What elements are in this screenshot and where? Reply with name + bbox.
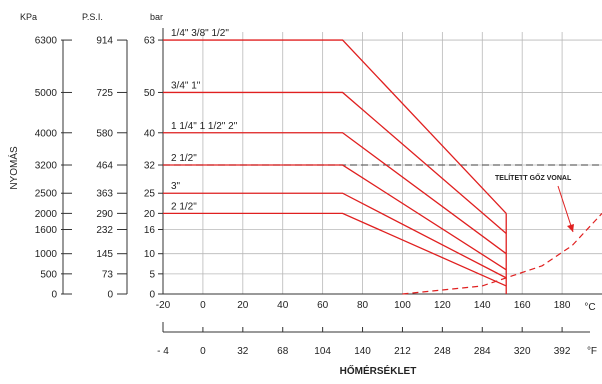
saturation-line-label: TELÍTETT GŐZ VONAL — [495, 173, 572, 182]
bar-tick-label: 10 — [144, 249, 156, 260]
saturation-curve — [402, 212, 602, 295]
series-line — [163, 132, 507, 255]
kpa-tick-label: 6300 — [35, 36, 58, 47]
kpa-tick-label: 2000 — [35, 209, 58, 220]
saturation-arrow-head — [567, 224, 574, 232]
kpa-tick-label: 0 — [51, 290, 57, 301]
grid — [163, 32, 602, 294]
psi-tick-label: 290 — [96, 209, 113, 220]
kpa-tick-label: 2500 — [35, 189, 58, 200]
psi-tick-label: 725 — [96, 88, 113, 99]
bar-tick-label: 20 — [144, 209, 156, 220]
kpa-tick-label: 1600 — [35, 225, 58, 236]
bar-tick-label: 5 — [149, 269, 155, 280]
kpa-tick-label: 3200 — [35, 161, 58, 172]
kpa-tick-label: 5000 — [35, 88, 58, 99]
kpa-tick-label: 1000 — [35, 249, 58, 260]
psi-tick-label: 914 — [96, 36, 113, 47]
psi-tick-label: 73 — [102, 269, 114, 280]
x-tick-label-celsius: 0 — [200, 300, 206, 311]
psi-tick-label: 145 — [96, 249, 113, 260]
kpa-tick-label: 4000 — [35, 128, 58, 139]
x-tick-label-fahrenheit: 0 — [200, 346, 206, 357]
bar-tick-label: 16 — [144, 225, 156, 236]
saturation-arrow-line — [557, 185, 574, 233]
x-tick-label-celsius: 160 — [514, 300, 531, 311]
psi-tick-label: 232 — [96, 225, 113, 236]
x-tick-label-fahrenheit: 248 — [434, 346, 451, 357]
psi-tick-label: 0 — [107, 290, 113, 301]
x-tick-label-fahrenheit: 320 — [514, 346, 531, 357]
psi-tick-label: 580 — [96, 128, 113, 139]
series-label: 1/4" 3/8" 1/2" — [171, 28, 229, 39]
unit-label-psi: P.S.I. — [82, 12, 103, 22]
bar-tick-label: 50 — [144, 88, 156, 99]
psi-tick-label: 464 — [96, 161, 113, 172]
series-line — [163, 212, 507, 287]
x-axis-title: HŐMÉRSÉKLET — [340, 364, 417, 377]
series-label: 3" — [171, 181, 181, 192]
x-tick-label-fahrenheit: - 4 — [157, 346, 169, 357]
series-line — [163, 91, 507, 235]
psi-tick-label: 363 — [96, 189, 113, 200]
x-tick-label-celsius: 80 — [357, 300, 369, 311]
x-tick-label-celsius: 120 — [434, 300, 451, 311]
series-line — [163, 164, 507, 271]
x-tick-label-celsius: 100 — [394, 300, 411, 311]
bar-tick-label: 32 — [144, 161, 156, 172]
x-tick-label-fahrenheit: 392 — [554, 346, 571, 357]
x-tick-label-celsius: 140 — [474, 300, 491, 311]
series-label: 2 1/2" — [171, 201, 197, 212]
marks: 1/4" 3/8" 1/2" 3/4" 1" 1 1/4" 1 1/2" 2" 2 1… — [163, 28, 602, 295]
y-axis-title: NYOMÁS — [7, 146, 20, 190]
kpa-tick-label: 500 — [40, 269, 57, 280]
x-tick-label-celsius: -20 — [156, 300, 171, 311]
series-label: 3/4" 1" — [171, 80, 201, 91]
x-tick-label-celsius: 40 — [277, 300, 289, 311]
series-line — [163, 39, 507, 214]
series-label: 2 1/2" — [171, 153, 197, 164]
series-label: 1 1/4" 1 1/2" 2" — [171, 121, 238, 132]
x-tick-label-celsius: 180 — [554, 300, 571, 311]
x-tick-label-celsius: 20 — [237, 300, 249, 311]
axes: 0005735001014510001623216002029020002536… — [35, 28, 602, 357]
x-unit-fahrenheit: °F — [587, 346, 597, 357]
bar-tick-label: 40 — [144, 128, 156, 139]
unit-label-bar: bar — [150, 12, 163, 22]
x-tick-label-fahrenheit: 212 — [394, 346, 411, 357]
unit-label-kpa: KPa — [20, 12, 37, 22]
x-tick-label-fahrenheit: 104 — [314, 346, 331, 357]
x-tick-label-celsius: 60 — [317, 300, 329, 311]
x-tick-label-fahrenheit: 32 — [237, 346, 249, 357]
x-tick-label-fahrenheit: 68 — [277, 346, 289, 357]
bar-tick-label: 0 — [149, 290, 155, 301]
series-line — [163, 192, 507, 279]
bar-tick-label: 25 — [144, 189, 156, 200]
x-tick-label-fahrenheit: 140 — [354, 346, 371, 357]
x-unit-celsius: °C — [584, 302, 595, 313]
bar-tick-label: 63 — [144, 36, 156, 47]
static-layer: KPa P.S.I. bar NYOMÁS HŐMÉRSÉKLET °C °F … — [7, 12, 597, 377]
x-tick-label-fahrenheit: 284 — [474, 346, 491, 357]
